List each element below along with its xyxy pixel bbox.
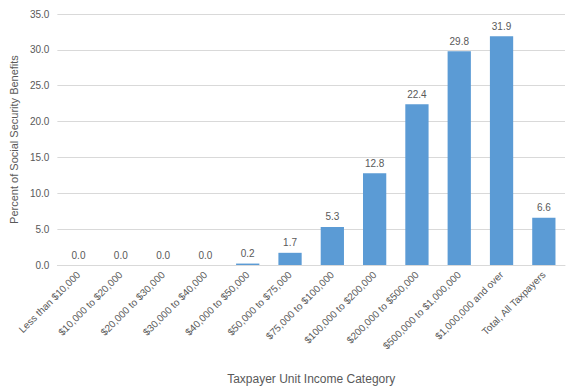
svg-text:20.0: 20.0 [30,116,50,127]
svg-text:0.0: 0.0 [114,250,128,261]
svg-text:0.0: 0.0 [72,250,86,261]
svg-text:Taxpayer Unit Income Category: Taxpayer Unit Income Category [227,372,395,386]
svg-text:29.8: 29.8 [450,36,470,47]
svg-text:Less than $10,000: Less than $10,000 [16,269,83,335]
svg-text:$10,000 to $20,000: $10,000 to $20,000 [56,269,125,338]
svg-text:15.0: 15.0 [30,152,50,163]
svg-text:31.9: 31.9 [492,21,512,32]
svg-text:$200,000 to $500,000: $200,000 to $500,000 [344,269,421,346]
svg-text:0.0: 0.0 [35,260,49,271]
svg-text:10.0: 10.0 [30,188,50,199]
svg-text:$1,000,000 and over: $1,000,000 and over [433,269,506,342]
svg-text:$100,000 to $200,000: $100,000 to $200,000 [302,269,379,346]
svg-text:12.8: 12.8 [365,158,385,169]
svg-text:6.6: 6.6 [537,202,551,213]
svg-text:0.2: 0.2 [241,248,255,259]
svg-text:30.0: 30.0 [30,44,50,55]
svg-text:22.4: 22.4 [407,89,427,100]
svg-text:$500,000 to $1,000,000: $500,000 to $1,000,000 [381,269,464,352]
svg-text:0.0: 0.0 [198,250,212,261]
svg-text:35.0: 35.0 [30,9,50,20]
svg-text:$20,000 to $30,000: $20,000 to $30,000 [98,269,167,338]
svg-text:1.7: 1.7 [283,237,297,248]
svg-text:Total, All Taxpayers: Total, All Taxpayers [480,269,548,337]
svg-text:$30,000 to $40,000: $30,000 to $40,000 [140,269,210,338]
svg-text:Percent of Social Security Ben: Percent of Social Security Benefits [8,55,20,224]
svg-text:25.0: 25.0 [30,80,50,91]
svg-text:$40,000 to $50,000: $40,000 to $50,000 [183,269,252,338]
svg-text:0.0: 0.0 [156,250,170,261]
svg-text:$50,000 to $75,000: $50,000 to $75,000 [225,269,294,338]
svg-text:5.3: 5.3 [325,211,339,222]
svg-text:5.0: 5.0 [35,224,49,235]
svg-text:$75,000 to $100,000: $75,000 to $100,000 [264,269,337,342]
